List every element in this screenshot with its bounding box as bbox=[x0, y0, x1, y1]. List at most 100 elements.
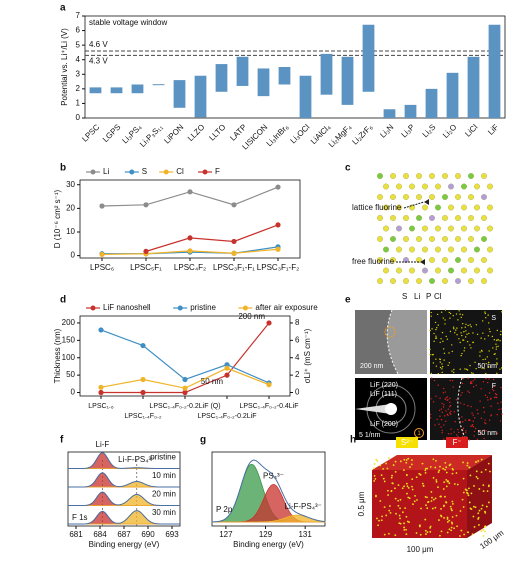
panel-letter: b bbox=[60, 163, 66, 174]
cube-dot bbox=[424, 472, 427, 474]
f-dot bbox=[500, 386, 502, 389]
f-dot bbox=[430, 398, 432, 400]
atom bbox=[377, 236, 383, 242]
s-dot bbox=[463, 331, 465, 333]
s-dot bbox=[433, 340, 435, 343]
cube-dot bbox=[378, 519, 380, 522]
f-dot bbox=[484, 419, 486, 421]
cube-dot bbox=[406, 485, 409, 488]
cube-dot bbox=[399, 517, 401, 520]
atom bbox=[409, 204, 415, 211]
f-dot bbox=[475, 384, 477, 386]
scale-label: 50 nm bbox=[478, 363, 498, 370]
f-dot bbox=[465, 430, 467, 432]
atom bbox=[377, 194, 383, 200]
f-dot bbox=[450, 413, 452, 415]
cube-dot bbox=[480, 471, 483, 474]
y-tick-label: 150 bbox=[62, 335, 76, 344]
cube-dot bbox=[373, 474, 376, 477]
atom bbox=[409, 246, 415, 253]
data-point bbox=[98, 389, 104, 396]
ring-label: LiF (111) bbox=[370, 391, 397, 398]
cube-dot bbox=[399, 522, 402, 525]
range-bar bbox=[236, 56, 249, 86]
s-dot bbox=[487, 361, 490, 364]
atom bbox=[435, 225, 441, 232]
fluorine-ion bbox=[424, 199, 429, 205]
x-tick-label: Li₃P bbox=[400, 123, 417, 140]
cube-dot bbox=[455, 472, 458, 474]
atom bbox=[442, 173, 448, 179]
cube-dot bbox=[429, 465, 432, 468]
s-dot bbox=[444, 309, 447, 311]
cube-top bbox=[372, 455, 492, 470]
cube-dot bbox=[455, 514, 458, 517]
s-dot bbox=[487, 335, 490, 337]
ring-label: LiF (200) bbox=[370, 421, 398, 428]
x-tick-label: LPSC₅F₁ bbox=[130, 263, 162, 272]
s-dot bbox=[495, 346, 498, 348]
cube-dot bbox=[481, 504, 484, 507]
cube-dot bbox=[482, 490, 485, 493]
plot-frame bbox=[84, 15, 506, 119]
atom bbox=[390, 278, 396, 284]
x-axis-label: Binding energy (eV) bbox=[89, 540, 160, 549]
f-dot bbox=[474, 417, 476, 419]
cube-dot bbox=[398, 514, 401, 517]
data-point bbox=[98, 384, 104, 390]
f-dot bbox=[462, 427, 465, 429]
central-spot bbox=[385, 403, 397, 415]
panel-letter: f bbox=[60, 435, 64, 446]
cube-dot bbox=[404, 507, 407, 510]
s-dot bbox=[460, 332, 462, 334]
s-dot bbox=[474, 361, 476, 364]
atom bbox=[396, 246, 402, 253]
y-tick-label: 6 bbox=[76, 26, 81, 35]
cube-dot bbox=[413, 500, 416, 503]
data-point bbox=[98, 327, 104, 333]
cube-dot bbox=[475, 461, 477, 463]
cube-dot bbox=[472, 515, 475, 518]
atom bbox=[481, 257, 487, 263]
s-dot bbox=[496, 372, 498, 375]
atom bbox=[461, 183, 467, 190]
f-dot bbox=[439, 415, 441, 417]
data-point bbox=[187, 235, 193, 241]
plot-frame bbox=[79, 315, 291, 397]
atom bbox=[429, 236, 435, 242]
f-dot bbox=[449, 397, 451, 400]
cube-dot bbox=[431, 496, 433, 499]
cube-dot bbox=[444, 495, 446, 498]
s-dot bbox=[430, 372, 433, 375]
cube-dot bbox=[424, 495, 427, 498]
cube-dot bbox=[444, 461, 447, 464]
s-dot bbox=[463, 350, 465, 352]
s-dot bbox=[453, 328, 455, 330]
f-dot bbox=[443, 424, 445, 426]
tem-boundary bbox=[386, 309, 399, 375]
atom bbox=[422, 267, 428, 274]
cube-dot bbox=[391, 474, 393, 477]
f-dot bbox=[453, 431, 455, 433]
atom bbox=[455, 194, 461, 200]
cube-dot bbox=[432, 458, 435, 461]
atom bbox=[474, 267, 480, 274]
f-dot bbox=[480, 417, 483, 419]
range-bar bbox=[152, 84, 165, 86]
s-dot bbox=[429, 353, 431, 356]
cube-dot bbox=[446, 518, 449, 520]
cube-dot bbox=[486, 490, 489, 493]
data-point bbox=[99, 203, 105, 209]
marker-label: 1 bbox=[417, 431, 421, 437]
s-dot bbox=[452, 326, 455, 328]
cube-dot bbox=[439, 465, 441, 468]
series-label: 20 min bbox=[152, 490, 176, 499]
f-dot bbox=[489, 398, 492, 400]
cube-dot bbox=[411, 488, 414, 491]
fluorine-ion bbox=[420, 259, 425, 265]
f-dot bbox=[472, 386, 475, 388]
s-dot bbox=[441, 365, 444, 368]
s-dot bbox=[500, 311, 503, 313]
f-dot bbox=[470, 425, 472, 427]
atom bbox=[422, 204, 428, 211]
